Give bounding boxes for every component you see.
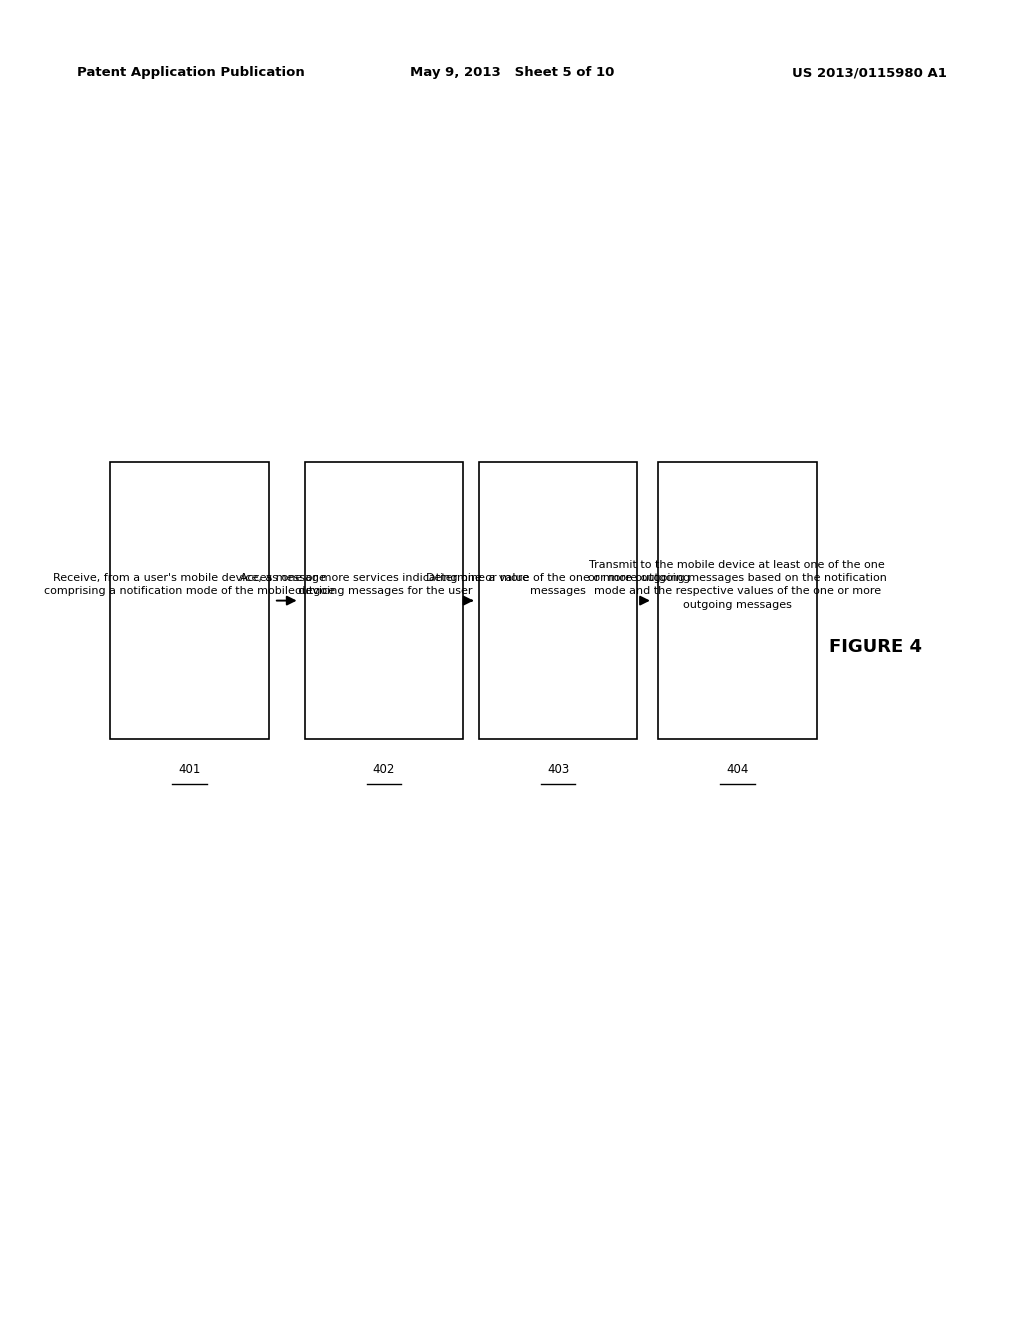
Text: Receive, from a user's mobile device, a message
comprising a notification mode o: Receive, from a user's mobile device, a … xyxy=(44,573,335,597)
Text: 404: 404 xyxy=(726,763,749,776)
Bar xyxy=(111,462,268,739)
Text: 401: 401 xyxy=(178,763,201,776)
Bar xyxy=(305,462,463,739)
Text: FIGURE 4: FIGURE 4 xyxy=(829,638,922,656)
Bar xyxy=(479,462,637,739)
Text: Access one or more services indicating one or more
outgoing messages for the use: Access one or more services indicating o… xyxy=(240,573,528,597)
Text: 403: 403 xyxy=(547,763,569,776)
Text: Determine a value of the one or more outgoing
messages: Determine a value of the one or more out… xyxy=(426,573,690,597)
Text: May 9, 2013   Sheet 5 of 10: May 9, 2013 Sheet 5 of 10 xyxy=(410,66,614,79)
Text: Patent Application Publication: Patent Application Publication xyxy=(77,66,304,79)
Text: Transmit to the mobile device at least one of the one
or more outgoing messages : Transmit to the mobile device at least o… xyxy=(588,560,887,610)
Text: US 2013/0115980 A1: US 2013/0115980 A1 xyxy=(793,66,947,79)
Bar xyxy=(657,462,817,739)
Text: 402: 402 xyxy=(373,763,395,776)
